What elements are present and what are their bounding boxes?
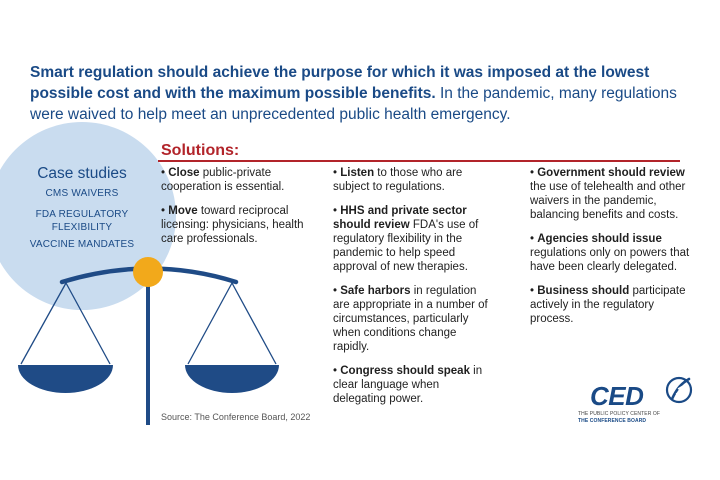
solution-bold: HHS and private sector should review <box>333 205 467 231</box>
solution-government-review: • Government should review the use of te… <box>530 167 686 221</box>
solution-bold: Government should review <box>537 167 685 179</box>
solution-text: FDA's use of regulatory flexibility in t… <box>333 219 479 273</box>
solution-bold: Move <box>168 205 198 217</box>
solution-bold: Listen <box>340 167 375 179</box>
scale-pan-left <box>18 365 113 394</box>
scale-pivot <box>133 257 163 287</box>
solutions-rule <box>158 160 680 162</box>
solution-agencies: • Agencies should issue regulations only… <box>530 233 690 273</box>
solution-text: in clear language when delegating power. <box>333 365 483 405</box>
solution-text: toward reciprocal licensing: physicians,… <box>161 205 304 245</box>
solution-safe-harbors: • Safe harbors in regulation are appropr… <box>333 285 488 353</box>
source-note: Source: The Conference Board, 2022 <box>161 412 311 422</box>
solution-hhs-review: • HHS and private sector should review F… <box>333 205 479 273</box>
solution-bold: Business should <box>537 285 630 297</box>
case-studies-title: Case studies <box>37 165 127 182</box>
ced-logo-wordmark: CED <box>590 381 644 411</box>
solution-text: participate actively in the regulatory p… <box>530 285 686 325</box>
solution-bold: Safe harbors <box>340 285 411 297</box>
solutions-column-3: • Government should review the use of te… <box>530 166 690 336</box>
headline: Smart regulation should achieve the purp… <box>30 62 692 125</box>
case-study-vaccine-mandates: VACCINE MANDATES <box>29 239 135 250</box>
solution-move: • Move toward reciprocal licensing: phys… <box>161 205 304 245</box>
ced-logo-mark-icon <box>665 376 693 404</box>
solution-bold: Close <box>168 167 200 179</box>
case-study-fda-flexibility: FDA REGULATORY FLEXIBILITY <box>35 209 129 233</box>
solution-business: • Business should participate actively i… <box>530 285 686 325</box>
solution-close: • Close public-private cooperation is es… <box>161 167 285 193</box>
scale-pan-right <box>185 365 279 393</box>
solution-text: to those who are subject to regulations. <box>333 167 463 193</box>
solution-text: in regulation are appropriate in a numbe… <box>333 285 488 353</box>
solution-text: regulations only on powers that have bee… <box>530 247 690 273</box>
solution-listen: • Listen to those who are subject to reg… <box>333 167 463 193</box>
solution-text: public-private cooperation is essential. <box>161 167 285 193</box>
headline-regular: In the pandemic, many regulations were w… <box>30 85 677 123</box>
solutions-column-1: • Close public-private cooperation is es… <box>161 166 321 256</box>
solution-congress: • Congress should speak in clear languag… <box>333 365 483 405</box>
solutions-title: Solutions: <box>161 142 240 159</box>
solution-bold: Congress should speak <box>340 365 470 377</box>
headline-bold: Smart regulation should achieve the purp… <box>30 64 650 102</box>
case-study-cms-waivers: CMS WAIVERS <box>45 188 119 199</box>
ced-logo-subtitle-1: THE PUBLIC POLICY CENTER OF <box>578 411 661 417</box>
solutions-column-2: • Listen to those who are subject to reg… <box>333 166 493 416</box>
solution-bold: Agencies should issue <box>537 233 662 245</box>
ced-logo-subtitle-2: THE CONFERENCE BOARD <box>578 418 647 424</box>
solution-text: the use of telehealth and other waivers … <box>530 181 686 221</box>
